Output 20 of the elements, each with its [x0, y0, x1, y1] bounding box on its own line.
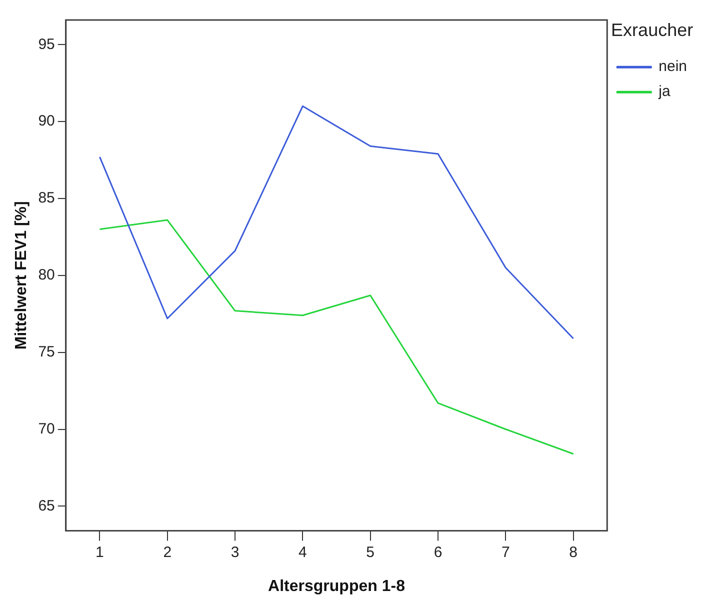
- x-tick-label: 5: [366, 544, 375, 561]
- x-axis-title: Altersgruppen 1-8: [268, 578, 406, 595]
- y-tick-label: 85: [38, 190, 55, 207]
- legend-title: Exraucher: [611, 20, 694, 40]
- y-tick-label: 70: [38, 420, 55, 438]
- y-tick-label: 95: [38, 36, 55, 53]
- y-tick-label: 65: [38, 497, 55, 514]
- x-tick-label: 2: [163, 544, 172, 561]
- x-tick-label: 8: [569, 544, 578, 561]
- x-tick-label: 6: [434, 544, 442, 561]
- y-axis-title: Mittelwert FEV1 [%]: [13, 201, 30, 350]
- legend-label: ja: [658, 83, 671, 100]
- x-tick-label: 1: [96, 544, 104, 561]
- x-tick-label: 4: [298, 544, 307, 561]
- legend-label: nein: [658, 58, 687, 76]
- y-tick-label: 75: [38, 343, 55, 360]
- y-tick-label: 80: [38, 266, 55, 284]
- x-tick-label: 7: [501, 544, 510, 561]
- x-tick-label: 3: [230, 544, 240, 561]
- y-tick-label: 90: [38, 112, 55, 130]
